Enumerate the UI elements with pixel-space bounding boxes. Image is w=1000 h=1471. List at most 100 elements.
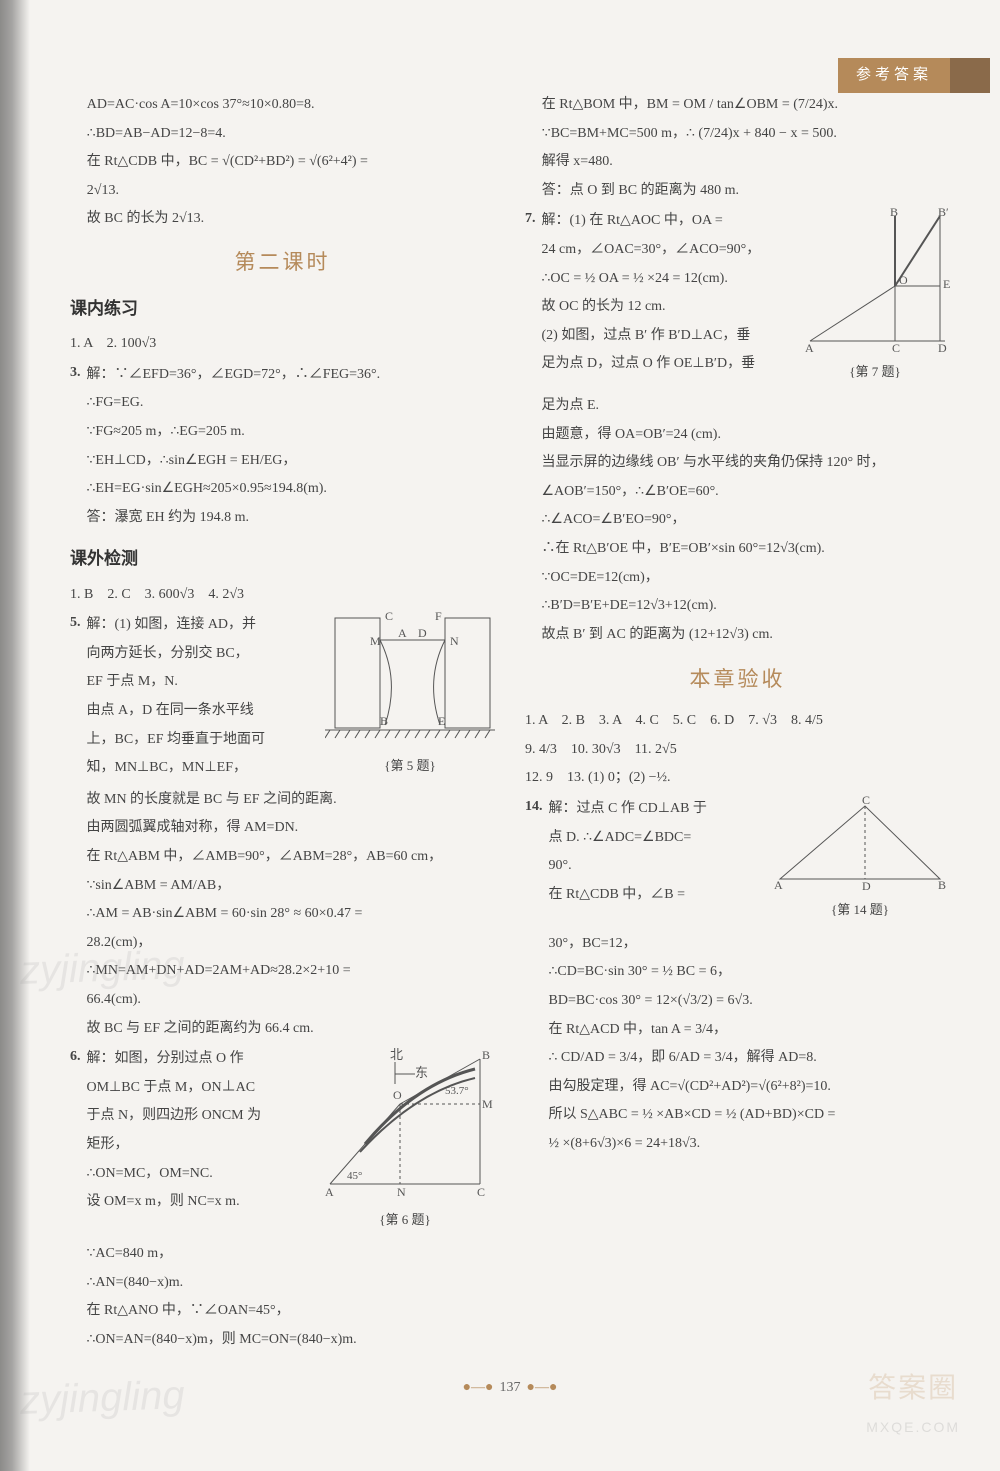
problem-6: 6. 北 — [70, 1044, 495, 1355]
svg-text:A: A — [325, 1185, 334, 1199]
svg-text:O: O — [899, 273, 908, 287]
answer-line: 9. 4/3 10. 30√3 11. 2√5 — [525, 737, 950, 764]
text-line: 在 Rt△ANO 中，∵∠OAN=45°， — [87, 1298, 496, 1325]
svg-text:A: A — [774, 878, 783, 892]
text-line: 在 Rt△CDB 中，BC = √(CD²+BD²) = √(6²+4²) = — [70, 149, 495, 176]
figure-6-svg: 北 东 A N C M B O 45° 53.7° — [315, 1044, 495, 1204]
svg-text:C: C — [477, 1185, 485, 1199]
text-line: ∴∠ACO=∠B′EO=90°， — [542, 507, 951, 534]
svg-text:B: B — [380, 714, 388, 728]
svg-text:B′: B′ — [938, 206, 949, 219]
text-line: ∵BC=BM+MC=500 m，∴ (7/24)x + 840 − x = 50… — [525, 121, 950, 148]
problem-7: 7. A C D — [525, 206, 950, 650]
subsection-title: 课外检测 — [70, 543, 495, 575]
svg-text:F: F — [435, 610, 442, 623]
page-content: AD=AC·cos A=10×cos 37°≈10×0.80=8. ∴BD=AB… — [0, 0, 1000, 1432]
text-line: 由题意，得 OA=OB′=24 (cm). — [542, 422, 951, 449]
figure-7-svg: A C D O E B B′ — [800, 206, 950, 356]
svg-text:E: E — [943, 277, 950, 291]
svg-text:东: 东 — [415, 1065, 428, 1080]
section-title: 第二课时 — [70, 243, 495, 283]
text-line: 故 MN 的长度就是 BC 与 EF 之间的距离. — [87, 787, 496, 814]
right-column: 在 Rt△BOM 中，BM = OM / tan∠OBM = (7/24)x. … — [525, 90, 950, 1355]
svg-text:M: M — [482, 1097, 493, 1111]
text-line: ∴FG=EG. — [87, 390, 496, 417]
page-number: ●—●137●—● — [70, 1375, 950, 1402]
svg-text:B: B — [938, 878, 946, 892]
svg-text:53.7°: 53.7° — [445, 1085, 469, 1097]
text-line: 由两圆弧翼成轴对称，得 AM=DN. — [87, 815, 496, 842]
text-line: AD=AC·cos A=10×cos 37°≈10×0.80=8. — [70, 92, 495, 119]
stamp-url: MXQE.COM — [866, 1414, 960, 1441]
problem-number: 14. — [525, 794, 543, 1159]
svg-text:A: A — [805, 341, 814, 355]
text-line: ∵AC=840 m， — [87, 1241, 496, 1268]
section-title: 本章验收 — [525, 660, 950, 700]
text-line: 足为点 E. — [542, 393, 951, 420]
text-line: 在 Rt△ACD 中，tan A = 3/4， — [549, 1017, 951, 1044]
text-line: ∵EH⊥CD，∴sin∠EGH = EH/EG， — [87, 448, 496, 475]
problem-14: 14. A D B C {第 14 题} 解：过点 C 作 CD⊥AB — [525, 794, 950, 1159]
svg-text:45°: 45° — [347, 1170, 362, 1182]
text-line: 66.4(cm). — [87, 987, 496, 1014]
svg-text:C: C — [385, 610, 393, 623]
left-column: AD=AC·cos A=10×cos 37°≈10×0.80=8. ∴BD=AB… — [70, 90, 495, 1355]
problem-5: 5. — [70, 610, 495, 1044]
subsection-title: 课内练习 — [70, 293, 495, 325]
figure-caption: {第 6 题} — [315, 1208, 495, 1233]
figure-5-svg: C M A D F N B E — [325, 610, 495, 750]
text-line: ∴ CD/AD = 3/4，即 6/AD = 3/4，解得 AD=8. — [549, 1045, 951, 1072]
text-line: ∴CD=BC·sin 30° = ½ BC = 6， — [549, 959, 951, 986]
svg-text:N: N — [397, 1185, 406, 1199]
figure-caption: {第 7 题} — [800, 360, 950, 385]
text-line: ∴B′D=B′E+DE=12√3+12(cm). — [542, 593, 951, 620]
text-line: 故 BC 与 EF 之间的距离约为 66.4 cm. — [87, 1016, 496, 1043]
text-line: 解得 x=480. — [525, 149, 950, 176]
text-line: 2√13. — [70, 178, 495, 205]
problem-number: 6. — [70, 1044, 81, 1355]
svg-text:D: D — [418, 626, 427, 640]
svg-text:C: C — [892, 341, 900, 355]
text-line: 答：瀑宽 EH 约为 194.8 m. — [87, 505, 496, 532]
svg-text:E: E — [438, 714, 445, 728]
figure-14: A D B C {第 14 题} — [770, 794, 950, 923]
stamp-title: 答案圈 — [866, 1361, 960, 1414]
figure-5: C M A D F N B E {第 5 题} — [325, 610, 495, 779]
problem-number: 7. — [525, 206, 536, 650]
text-line: ∵OC=DE=12(cm)， — [542, 565, 951, 592]
text-line: 由勾股定理，得 AC=√(CD²+AD²)=√(6²+8²)=10. — [549, 1074, 951, 1101]
svg-text:O: O — [393, 1088, 402, 1102]
text-line: ∵sin∠ABM = AM/AB， — [87, 873, 496, 900]
text-line: ∴EH=EG·sin∠EGH≈205×0.95≈194.8(m). — [87, 476, 496, 503]
text-line: ∴AN=(840−x)m. — [87, 1270, 496, 1297]
text-line: ∴BD=AB−AD=12−8=4. — [70, 121, 495, 148]
text-line: 故 BC 的长为 2√13. — [70, 206, 495, 233]
text-line: ∴在 Rt△B′OE 中，B′E=OB′×sin 60°=12√3(cm). — [542, 536, 951, 563]
answer-line: 12. 9 13. (1) 0；(2) −½. — [525, 765, 950, 792]
text-line: 在 Rt△BOM 中，BM = OM / tan∠OBM = (7/24)x. — [525, 92, 950, 119]
text-line: 当显示屏的边缘线 OB′ 与水平线的夹角仍保持 120° 时， — [542, 450, 951, 477]
svg-text:C: C — [862, 794, 870, 807]
svg-text:B: B — [482, 1048, 490, 1062]
stamp: 答案圈 MXQE.COM — [866, 1361, 960, 1441]
text-line: ∴MN=AM+DN+AD=2AM+AD≈28.2×2+10 = — [87, 958, 496, 985]
text-line: ∵FG≈205 m，∴EG=205 m. — [87, 419, 496, 446]
figure-caption: {第 14 题} — [770, 898, 950, 923]
problem-3: 3. 解：∵∠EFD=36°，∠EGD=72°，∴∠FEG=36°. ∴FG=E… — [70, 360, 495, 534]
text-line: 30°，BC=12， — [549, 931, 951, 958]
text-line: 28.2(cm)， — [87, 930, 496, 957]
svg-text:D: D — [862, 879, 871, 893]
text-line: 在 Rt△ABM 中，∠AMB=90°，∠ABM=28°，AB=60 cm， — [87, 844, 496, 871]
text-line: ∴AM = AB·sin∠ABM = 60·sin 28° ≈ 60×0.47 … — [87, 901, 496, 928]
text-line: 所以 S△ABC = ½ ×AB×CD = ½ (AD+BD)×CD = — [549, 1102, 951, 1129]
text-line: 故点 B′ 到 AC 的距离为 (12+12√3) cm. — [542, 622, 951, 649]
answer-line: 1. A 2. B 3. A 4. C 5. C 6. D 7. √3 8. 4… — [525, 708, 950, 735]
answer-line: 1. B 2. C 3. 600√3 4. 2√3 — [70, 582, 495, 609]
svg-text:B: B — [890, 206, 898, 219]
text-line: ∠AOB′=150°，∴∠B′OE=60°. — [542, 479, 951, 506]
svg-text:北: 北 — [390, 1047, 403, 1062]
figure-caption: {第 5 题} — [325, 754, 495, 779]
svg-text:N: N — [450, 634, 459, 648]
svg-text:M: M — [370, 634, 381, 648]
text-line: ∴ON=AN=(840−x)m，则 MC=ON=(840−x)m. — [87, 1327, 496, 1354]
